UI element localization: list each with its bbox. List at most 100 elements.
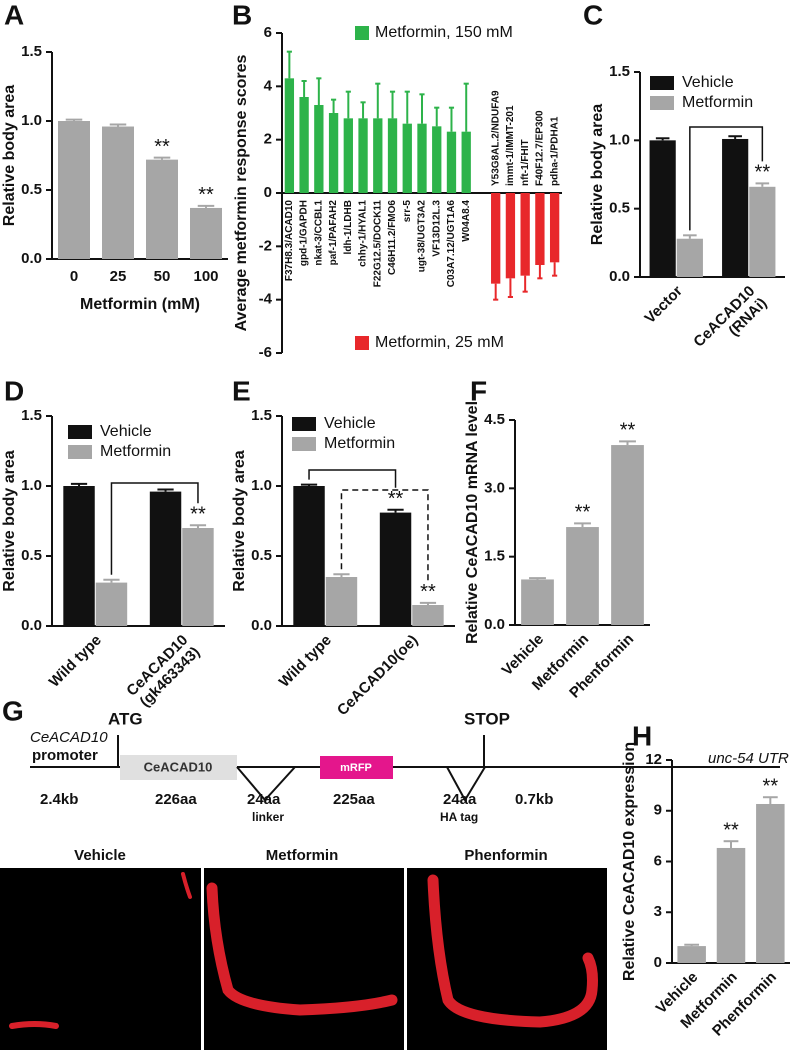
linker xyxy=(236,766,320,802)
bracket xyxy=(110,482,199,575)
x-tick-label: ugt-38/UGT3A2 xyxy=(417,200,428,273)
x-tick-label: nkat-3/CCBL1 xyxy=(313,200,324,266)
bar xyxy=(328,113,339,193)
note-label: linker xyxy=(252,810,284,824)
bar xyxy=(417,123,427,193)
bar xyxy=(402,123,412,193)
y-tick-label: 0.0 xyxy=(21,250,42,267)
error-bar xyxy=(316,77,322,105)
image-title: Metformin xyxy=(266,847,339,864)
error-bar xyxy=(552,262,558,277)
panel-letter: B xyxy=(232,0,252,30)
y-tick-label: 0.5 xyxy=(21,181,42,198)
bar xyxy=(521,579,554,625)
y-tick-label: 0.5 xyxy=(21,547,42,564)
bar xyxy=(677,946,706,963)
x-tick-label: F40F12.7/EP300 xyxy=(535,110,546,186)
bar xyxy=(358,118,368,193)
micrograph xyxy=(0,868,201,1050)
error-bar xyxy=(103,578,120,583)
panel-letter: C xyxy=(583,0,603,30)
significance: ** xyxy=(723,819,739,841)
error-bar xyxy=(493,283,499,301)
bar xyxy=(722,138,749,277)
size-label: 24aa xyxy=(443,791,477,808)
micrograph xyxy=(204,868,404,1050)
y-tick-label: 0.5 xyxy=(609,200,630,217)
y-tick-label: 4 xyxy=(264,77,273,94)
y-axis-label: Relative body area xyxy=(1,450,18,592)
legend-label: Metformin xyxy=(324,435,395,452)
x-tick-label: Y53G8AL.2/NDUFA9 xyxy=(490,90,501,186)
y-tick-label: 1.5 xyxy=(21,43,42,60)
y-tick-label: -2 xyxy=(259,237,272,254)
bar xyxy=(446,131,457,193)
error-bar xyxy=(434,106,440,127)
mrfp-box xyxy=(320,756,393,779)
error-bar xyxy=(448,106,455,132)
y-tick-label: 0.0 xyxy=(609,268,630,285)
bar xyxy=(190,207,222,259)
bar xyxy=(149,491,182,626)
legend-label: Metformin xyxy=(682,94,753,111)
x-tick-label: nft-1/FHIT xyxy=(520,139,531,186)
bar xyxy=(387,118,398,193)
error-bar xyxy=(345,90,351,119)
error-bar xyxy=(70,482,88,486)
bar xyxy=(284,78,295,193)
note-label: HA tag xyxy=(440,810,478,824)
x-tick-label: Vector xyxy=(641,283,686,328)
x-tick-label: chhy-1/HYAL1 xyxy=(358,200,369,267)
x-tick-label: W04A8.4 xyxy=(461,200,472,242)
y-tick-label: 1.5 xyxy=(484,548,505,565)
legend-swatch xyxy=(355,336,369,350)
error-bar xyxy=(574,522,591,528)
x-tick-label: 0 xyxy=(70,268,78,285)
error-bar xyxy=(387,508,404,513)
error-bar xyxy=(360,101,366,119)
error-bar xyxy=(762,796,778,804)
x-tick-label: gpd-1/GAPDH xyxy=(299,200,310,266)
x-tick-label: 25 xyxy=(110,268,127,285)
error-bar xyxy=(333,573,350,577)
y-axis-label: Relative body area xyxy=(231,450,248,592)
y-tick-label: 6 xyxy=(654,852,662,869)
bar xyxy=(63,486,95,626)
panel-letter: E xyxy=(232,375,251,406)
error-bar xyxy=(331,98,337,113)
legend-label: Vehicle xyxy=(682,74,734,91)
promoter: promoter xyxy=(32,747,98,764)
y-axis-label: Average metformin response scores xyxy=(233,54,250,331)
error-bar xyxy=(755,182,770,187)
y-tick-label: 0.5 xyxy=(251,547,272,564)
y-tick-label: -4 xyxy=(259,291,273,308)
y-tick-label: 3 xyxy=(654,903,662,920)
legend-swatch xyxy=(650,76,674,90)
error-bar xyxy=(522,275,528,293)
y-tick-label: 0.0 xyxy=(484,616,505,633)
y-tick-label: 6 xyxy=(264,24,272,41)
error-bar xyxy=(65,118,83,121)
panel-g: G CeACAD10 promoter ATG STOP CeACAD10 mR… xyxy=(0,695,789,1050)
error-bar xyxy=(189,524,207,528)
y-tick-label: -6 xyxy=(259,344,272,361)
significance: ** xyxy=(763,775,779,797)
y-axis-label: Relative body area xyxy=(1,85,18,227)
bar xyxy=(314,105,324,193)
bar xyxy=(520,193,530,276)
image-title: Vehicle xyxy=(74,847,126,864)
error-bar xyxy=(683,234,697,239)
x-tick-label: C46H11.2/FMO6 xyxy=(387,200,398,275)
bar xyxy=(749,186,776,277)
y-tick-label: 0.0 xyxy=(21,617,42,634)
size-label: 24aa xyxy=(247,791,281,808)
atg: ATG xyxy=(108,709,143,728)
bar xyxy=(756,803,785,963)
bracket xyxy=(689,126,764,231)
x-tick-label: 50 xyxy=(154,268,171,285)
x-tick-label: srr-5 xyxy=(402,200,413,223)
bar xyxy=(95,582,128,626)
x-tick-label: immt-1/IMMT-201 xyxy=(505,105,516,186)
legend-swatch xyxy=(355,26,369,40)
bar xyxy=(373,118,383,193)
